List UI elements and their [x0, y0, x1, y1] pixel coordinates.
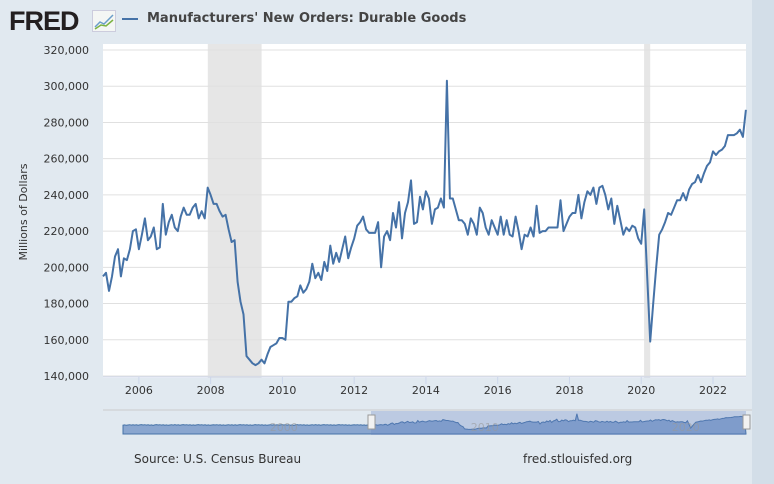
- navigator-selection: [371, 411, 746, 435]
- navigator-tick-label: 2010: [471, 421, 499, 434]
- x-tick-label: 2018: [555, 384, 583, 397]
- fred-chart-logo-icon: [92, 10, 116, 32]
- x-tick-label: 2014: [412, 384, 440, 397]
- series-title: Manufacturers' New Orders: Durable Goods: [147, 11, 467, 26]
- x-tick-label: 2010: [268, 384, 296, 397]
- y-axis-label: Millions of Dollars: [17, 163, 30, 260]
- recession-shading: [207, 44, 262, 378]
- recession-shading: [644, 44, 651, 378]
- x-tick-label: 2012: [340, 384, 368, 397]
- navigator-handle[interactable]: [367, 414, 376, 430]
- y-tick-label: 140,000: [44, 370, 90, 383]
- navigator[interactable]: 2000 2010 2020: [103, 409, 752, 435]
- x-tick-label: 2016: [484, 384, 512, 397]
- y-tick-label: 260,000: [44, 153, 90, 166]
- y-tick-label: 280,000: [44, 116, 90, 129]
- x-tick-label: 2006: [125, 384, 153, 397]
- y-tick-label: 180,000: [44, 298, 90, 311]
- x-tick-label: 2020: [627, 384, 655, 397]
- legend-swatch: [122, 17, 138, 20]
- scrollbar[interactable]: [752, 0, 774, 484]
- source-text: Source: U.S. Census Bureau: [134, 452, 302, 466]
- navigator-handle[interactable]: [742, 414, 751, 430]
- y-tick-label: 160,000: [44, 334, 90, 347]
- navigator-series: [122, 413, 747, 435]
- fred-logo[interactable]: FRED: [9, 6, 79, 36]
- navigator-tick-label: 2000: [270, 421, 298, 434]
- navigator-tick-label: 2020: [672, 421, 700, 434]
- y-tick-label: 240,000: [44, 189, 90, 202]
- series-line: [102, 79, 747, 367]
- y-tick-label: 200,000: [44, 261, 90, 274]
- x-tick-label: 2008: [197, 384, 225, 397]
- fred-url-link[interactable]: fred.stlouisfed.org: [523, 452, 633, 466]
- y-tick-label: 320,000: [44, 44, 90, 57]
- x-tick-label: 2022: [699, 384, 727, 397]
- y-tick-label: 300,000: [44, 80, 90, 93]
- y-tick-label: 220,000: [44, 225, 90, 238]
- legend: Manufacturers' New Orders: Durable Goods: [122, 11, 466, 26]
